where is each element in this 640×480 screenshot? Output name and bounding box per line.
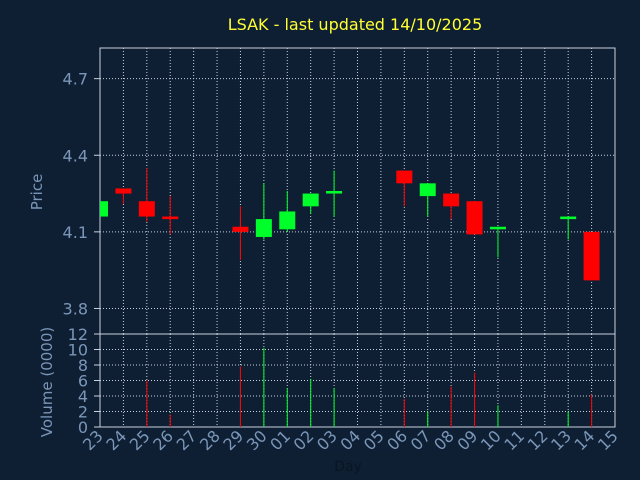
volume-tick-label: 10 bbox=[68, 341, 88, 360]
candle-body bbox=[466, 201, 483, 235]
volume-panel-frame bbox=[99, 333, 616, 428]
price-tick-label: 4.4 bbox=[63, 146, 88, 165]
chart-title: LSAK - last updated 14/10/2025 bbox=[228, 15, 483, 34]
candle-body bbox=[583, 231, 600, 281]
candle-body bbox=[232, 226, 249, 232]
candle-body bbox=[138, 201, 155, 217]
price-tick-label: 3.8 bbox=[63, 299, 88, 318]
candle-body bbox=[100, 201, 108, 217]
candle-body bbox=[162, 216, 179, 220]
volume-tick-label: 0 bbox=[78, 418, 88, 437]
x-tick-label: 15 bbox=[594, 426, 622, 454]
price-tick-label: 4.1 bbox=[63, 223, 88, 242]
candle-body bbox=[255, 219, 272, 237]
volume-tick-label: 8 bbox=[78, 356, 88, 375]
price-tick-label: 4.7 bbox=[63, 70, 88, 89]
candle-body bbox=[419, 183, 436, 197]
candles-group bbox=[100, 168, 600, 281]
price-axis-label: Price bbox=[28, 174, 46, 211]
volume-tick-label: 4 bbox=[78, 387, 88, 406]
candle-body bbox=[115, 188, 132, 194]
candle-body bbox=[279, 211, 296, 230]
volume-axis-label: Volume (0000) bbox=[38, 327, 56, 437]
volume-tick-label: 6 bbox=[78, 372, 88, 391]
candle-body bbox=[560, 216, 577, 220]
x-axis-label: Day bbox=[334, 459, 362, 475]
candle-body bbox=[396, 170, 413, 184]
candle-body bbox=[489, 226, 506, 230]
volume-tick-label: 2 bbox=[78, 403, 88, 422]
volume-tick-label: 12 bbox=[68, 325, 88, 344]
candle-body bbox=[443, 193, 460, 207]
candle-body bbox=[326, 191, 343, 194]
candle-body bbox=[302, 193, 319, 207]
